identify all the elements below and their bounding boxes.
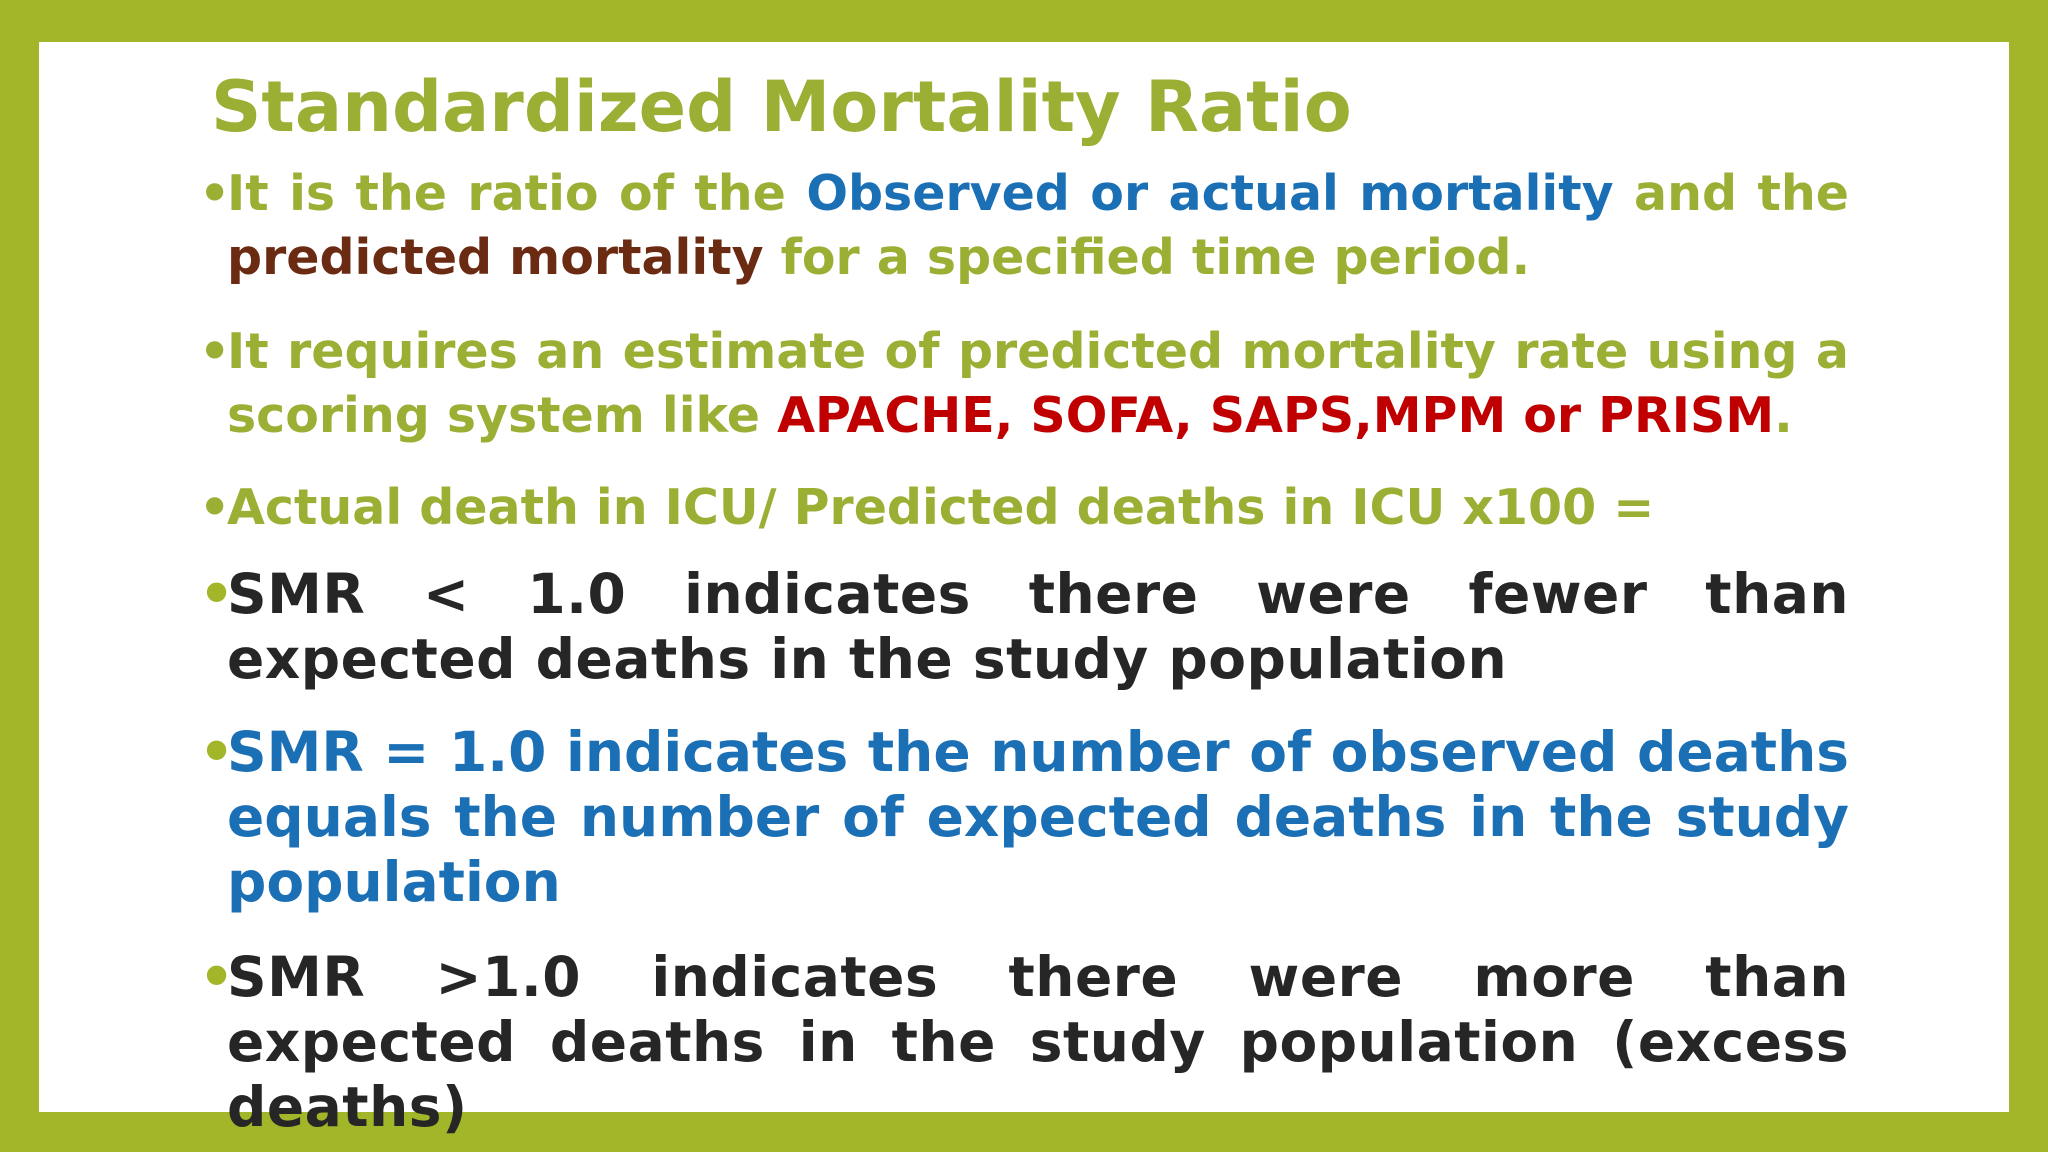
bullet-text-segment: Actual death in ICU/ Predicted deaths in… [227, 479, 1655, 536]
bullet-text-segment: . [1774, 387, 1793, 444]
bullet-text-segment: It is the ratio of the [227, 165, 807, 222]
bullet-text-segment: APACHE, SOFA, SAPS,MPM or PRISM [777, 387, 1775, 444]
bullet-text-segment: SMR = 1.0 indicates the number of observ… [227, 720, 1849, 914]
bullet-dot: • [199, 323, 231, 380]
bullet-item: • Actual death in ICU/ Predicted deaths … [199, 476, 1849, 540]
bullet-item: • SMR >1.0 indicates there were more tha… [199, 945, 1849, 1140]
slide-title: Standardized Mortality Ratio [211, 66, 1352, 148]
bullet-text-segment: It requires an estimate of predicted mor… [227, 323, 1849, 444]
bullet-text-segment: and the [1613, 165, 1849, 222]
bullet-item: • SMR < 1.0 indicates there were fewer t… [199, 562, 1849, 692]
bullet-item: • It requires an estimate of predicted m… [199, 320, 1849, 448]
bullet-text-segment: predicted mortality [227, 229, 764, 286]
bullet-text-segment: for a specified time period. [763, 229, 1531, 286]
slide: Standardized Mortality Ratio • It is the… [39, 42, 2009, 1139]
bullet-dot: • [199, 562, 235, 626]
bullet-dot: • [199, 945, 235, 1009]
bullet-text-segment: SMR >1.0 indicates there were more than … [227, 945, 1849, 1139]
bullet-dot: • [199, 720, 235, 784]
bullet-text-segment: Observed or actual mortality [806, 165, 1614, 222]
bullet-dot: • [199, 165, 231, 222]
bullet-list: • It is the ratio of the Observed or act… [199, 162, 1849, 1140]
bullet-text-segment: SMR < 1.0 indicates there were fewer tha… [227, 562, 1849, 691]
bullet-item: • SMR = 1.0 indicates the number of obse… [199, 720, 1849, 915]
bullet-item: • It is the ratio of the Observed or act… [199, 162, 1849, 290]
bullet-dot: • [199, 479, 231, 536]
